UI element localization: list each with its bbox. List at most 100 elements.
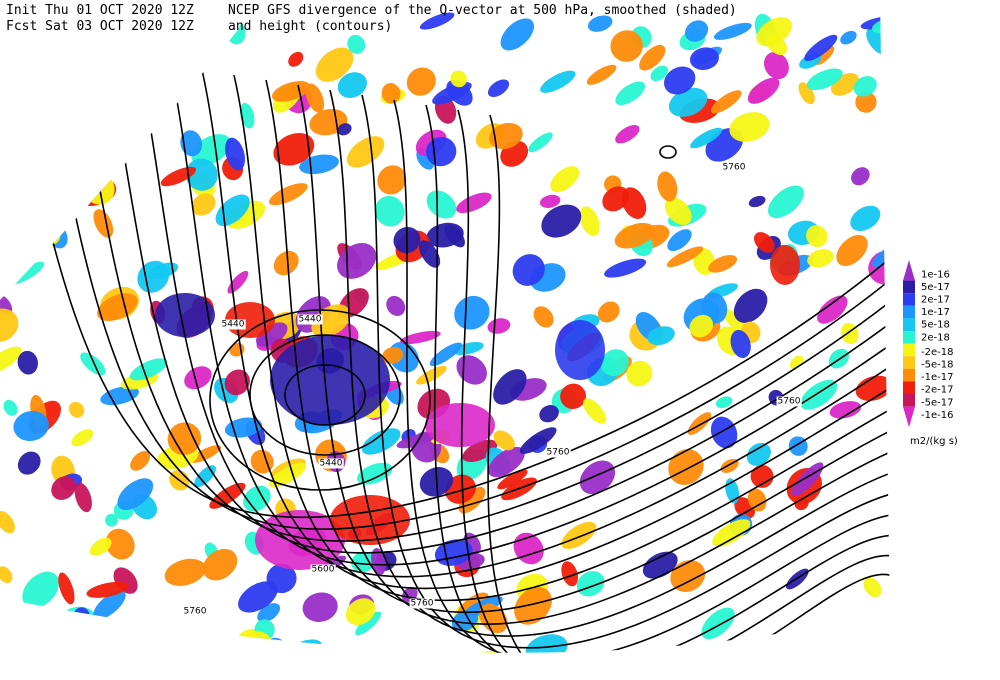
colorbar-label: -5e-17 <box>921 397 953 408</box>
shade-blob <box>513 532 544 565</box>
contour-line <box>9 39 890 518</box>
shade-blob <box>214 646 249 653</box>
shade-blob <box>184 366 212 390</box>
shade-blob <box>58 572 75 605</box>
height-contours <box>9 39 890 653</box>
shade-blob <box>225 137 246 171</box>
shade-core <box>770 245 800 285</box>
shade-blob <box>129 638 158 653</box>
shade-blob <box>788 436 808 456</box>
contour-label: 5760 <box>184 607 207 617</box>
shade-blob <box>720 458 739 473</box>
shade-blob <box>512 254 545 286</box>
colorbar-swatch <box>903 368 915 382</box>
contour-line <box>297 84 890 625</box>
shade-blob <box>381 83 401 104</box>
shade-blob <box>639 44 666 71</box>
shade-blob <box>685 20 709 42</box>
shade-blob <box>136 33 178 64</box>
shade-blob <box>17 350 38 375</box>
shade-core <box>555 320 605 380</box>
forecast-time: Fcst Sat 03 OCT 2020 12Z <box>6 19 194 34</box>
shade-blob <box>13 410 49 442</box>
shade-blob <box>299 154 339 175</box>
shade-blob <box>657 171 678 202</box>
shade-blob <box>305 83 325 113</box>
shade-blob <box>670 560 706 592</box>
shade-blob <box>754 232 775 253</box>
shade-blob <box>602 186 629 212</box>
shade-blob <box>406 67 436 96</box>
colorbar-swatch <box>903 343 915 357</box>
shade-blob <box>804 34 838 62</box>
shade-blob <box>689 314 714 338</box>
shade-blob <box>664 197 692 226</box>
shade-blob <box>853 76 877 97</box>
shade-blob <box>450 70 467 88</box>
shade-blob <box>750 464 774 488</box>
shade-blob <box>840 30 857 45</box>
colorbar-label: -2e-17 <box>921 385 953 396</box>
shade-blob <box>525 634 568 653</box>
shade-blob <box>0 253 21 284</box>
colorbar-swatch <box>903 356 915 369</box>
shade-blob <box>273 250 299 276</box>
shade-blob <box>337 123 352 136</box>
shade-blob <box>868 250 890 285</box>
shade-blob <box>747 77 780 104</box>
shade-blob <box>105 528 135 560</box>
shade-blob <box>224 369 250 396</box>
colorbar-label: 1e-17 <box>921 307 950 318</box>
shade-blob <box>514 586 552 625</box>
shade-core <box>270 335 390 425</box>
colorbar-arrow <box>903 260 915 281</box>
shade-blob <box>117 478 154 511</box>
colorbar-swatch <box>903 293 915 306</box>
colorbar-label: -2e-18 <box>921 347 953 358</box>
shade-blob <box>500 18 535 51</box>
shade-blob <box>851 167 870 186</box>
colorbar-label: -5e-18 <box>921 360 953 371</box>
shade-blob <box>3 399 18 416</box>
contour-label: 5440 <box>299 315 322 325</box>
shade-blob <box>817 295 848 324</box>
shade-blob <box>708 254 738 273</box>
shade-blob <box>227 270 249 294</box>
shade-blob <box>49 95 78 125</box>
contour-line <box>169 64 890 578</box>
shade-blob <box>614 222 655 249</box>
label-bg <box>182 606 208 617</box>
shade-blob <box>238 581 278 613</box>
contour-ring <box>209 309 431 491</box>
shade-blob <box>419 12 455 30</box>
label-bg <box>220 319 246 330</box>
shade-blob <box>444 224 465 248</box>
contour-line <box>393 99 890 653</box>
shade-blob <box>80 352 106 376</box>
contour-line <box>457 109 890 653</box>
shade-blob <box>202 548 238 581</box>
shade-blob <box>454 295 490 330</box>
shade-blob <box>597 301 620 323</box>
shade-blob <box>377 165 407 195</box>
shade-blob <box>615 81 646 106</box>
shade-blob <box>829 401 862 419</box>
shade-blob <box>185 158 218 191</box>
shade-blob <box>0 346 22 374</box>
units-label: m2/(kg s) <box>910 436 958 447</box>
shade-blob <box>840 322 859 345</box>
shade-blob <box>45 191 69 209</box>
shade-blob <box>25 84 61 115</box>
shade-blob <box>729 112 770 142</box>
shade-blob <box>429 342 463 367</box>
label-bg <box>409 598 435 609</box>
shade-blob <box>615 125 640 144</box>
shade-blob <box>807 249 834 268</box>
colorbar-label: 2e-18 <box>921 332 950 343</box>
label-bg <box>545 447 571 458</box>
shade-blob <box>583 398 607 424</box>
contour-ring <box>249 334 401 456</box>
shade-blob <box>687 412 712 435</box>
colorbar-swatch <box>903 394 915 407</box>
shade-core <box>425 403 495 447</box>
